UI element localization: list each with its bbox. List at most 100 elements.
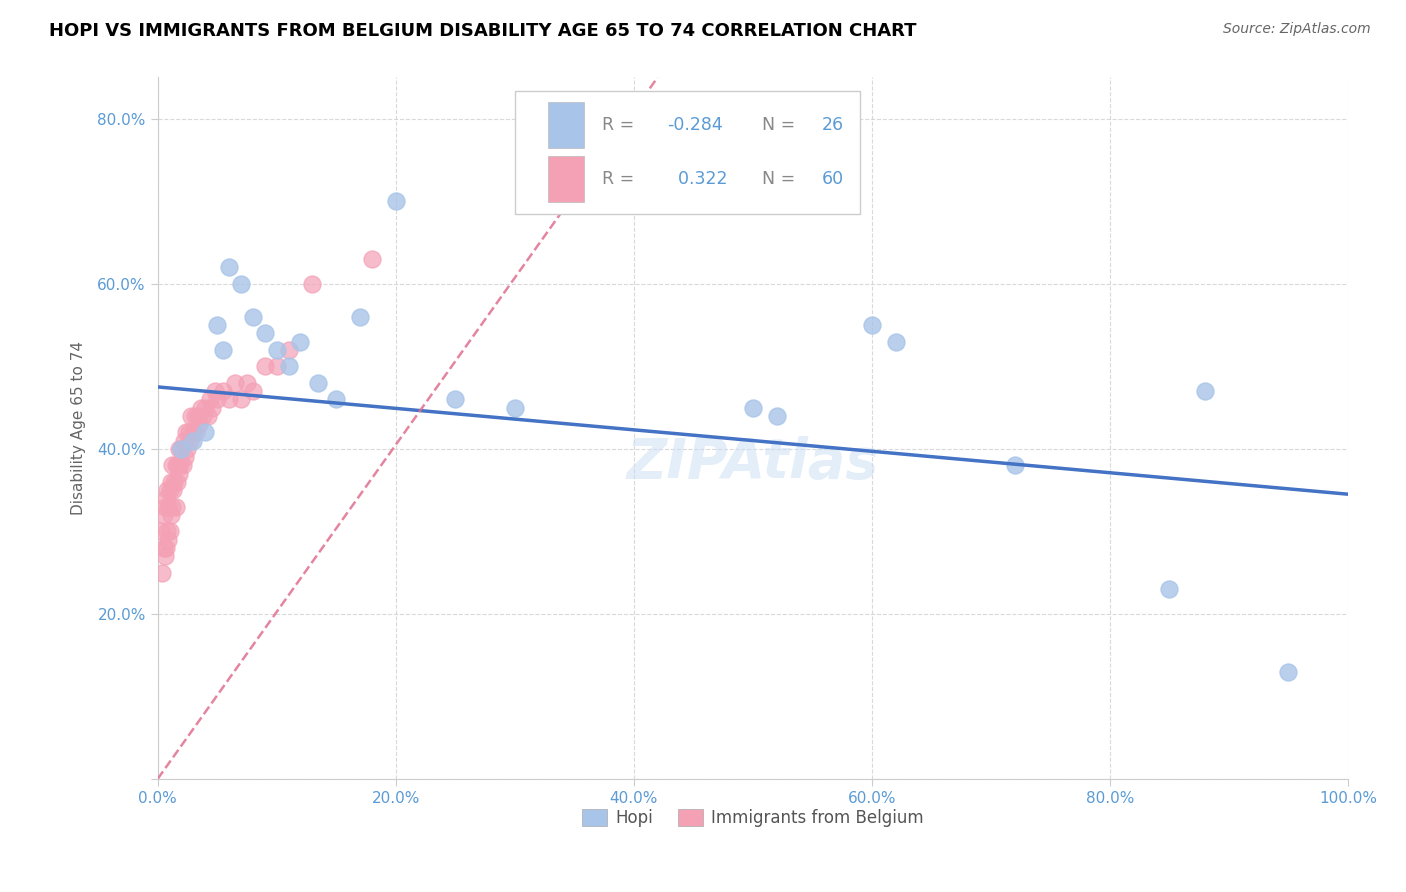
Point (229, 277, 252, 291)
Point (1277, 665, 1299, 679)
Point (184, 425, 207, 440)
Point (183, 409, 205, 423)
Point (242, 310, 264, 324)
Point (204, 384, 226, 398)
Text: R =: R = (602, 116, 640, 134)
Point (153, 549, 176, 563)
Point (167, 467, 190, 481)
Point (155, 491, 177, 506)
Point (205, 318, 228, 332)
Point (194, 425, 217, 440)
Point (160, 458, 183, 473)
Point (253, 326, 276, 341)
Point (152, 566, 174, 580)
Point (176, 442, 198, 456)
Text: 26: 26 (823, 116, 844, 134)
Legend: Hopi, Immigrants from Belgium: Hopi, Immigrants from Belgium (575, 802, 931, 834)
Text: ZIPAtlas: ZIPAtlas (627, 436, 879, 491)
Point (198, 392, 221, 407)
Point (266, 359, 288, 374)
Point (277, 343, 299, 357)
Point (167, 458, 190, 473)
Point (157, 533, 180, 547)
Point (152, 541, 174, 555)
Point (172, 458, 194, 473)
Point (218, 260, 240, 275)
Point (1004, 458, 1026, 473)
Point (1194, 384, 1216, 398)
Point (166, 475, 188, 489)
Point (159, 483, 181, 497)
Point (162, 483, 184, 497)
Point (194, 401, 217, 415)
Point (153, 500, 176, 514)
Point (156, 524, 179, 539)
Text: N =: N = (762, 116, 801, 134)
Point (156, 483, 179, 497)
Point (290, 334, 312, 349)
Point (188, 417, 211, 431)
Point (160, 500, 183, 514)
Point (159, 508, 181, 522)
Text: HOPI VS IMMIGRANTS FROM BELGIUM DISABILITY AGE 65 TO 74 CORRELATION CHART: HOPI VS IMMIGRANTS FROM BELGIUM DISABILI… (49, 22, 917, 40)
Point (218, 392, 240, 407)
Point (444, 392, 467, 407)
Text: -0.284: -0.284 (666, 116, 723, 134)
Text: 0.322: 0.322 (666, 170, 727, 188)
Point (191, 409, 214, 423)
Point (170, 442, 193, 456)
Point (174, 425, 197, 440)
Point (155, 541, 177, 555)
Point (229, 392, 252, 407)
FancyBboxPatch shape (548, 103, 583, 148)
Point (159, 475, 181, 489)
Point (884, 334, 907, 349)
Point (1159, 582, 1181, 596)
Point (157, 500, 180, 514)
Point (361, 252, 384, 266)
Point (173, 434, 195, 448)
Text: 60: 60 (823, 170, 844, 188)
Text: R =: R = (602, 170, 640, 188)
Point (349, 310, 371, 324)
Point (179, 434, 201, 448)
Point (159, 524, 181, 539)
Point (860, 318, 883, 332)
Text: Source: ZipAtlas.com: Source: ZipAtlas.com (1223, 22, 1371, 37)
Point (183, 425, 205, 440)
Point (180, 409, 202, 423)
Point (384, 194, 406, 209)
Point (301, 277, 323, 291)
Point (165, 500, 187, 514)
Point (503, 401, 526, 415)
Point (163, 475, 186, 489)
Point (165, 458, 187, 473)
Point (167, 442, 190, 456)
Y-axis label: Disability Age 65 to 74: Disability Age 65 to 74 (72, 341, 86, 516)
Point (177, 425, 200, 440)
Point (183, 434, 205, 448)
Point (307, 376, 329, 390)
Point (205, 392, 228, 407)
Point (201, 401, 224, 415)
FancyBboxPatch shape (548, 156, 583, 202)
Point (741, 401, 763, 415)
Point (224, 376, 246, 390)
FancyBboxPatch shape (515, 92, 860, 214)
Point (150, 524, 173, 539)
Point (187, 409, 209, 423)
Point (212, 343, 235, 357)
Point (277, 359, 299, 374)
Text: N =: N = (762, 170, 801, 188)
Point (242, 384, 264, 398)
Point (266, 343, 288, 357)
Point (169, 458, 191, 473)
Point (236, 376, 259, 390)
Point (152, 508, 174, 522)
Point (190, 401, 212, 415)
Point (197, 409, 219, 423)
Point (174, 450, 197, 464)
Point (212, 384, 235, 398)
Point (170, 442, 193, 456)
Point (325, 392, 347, 407)
